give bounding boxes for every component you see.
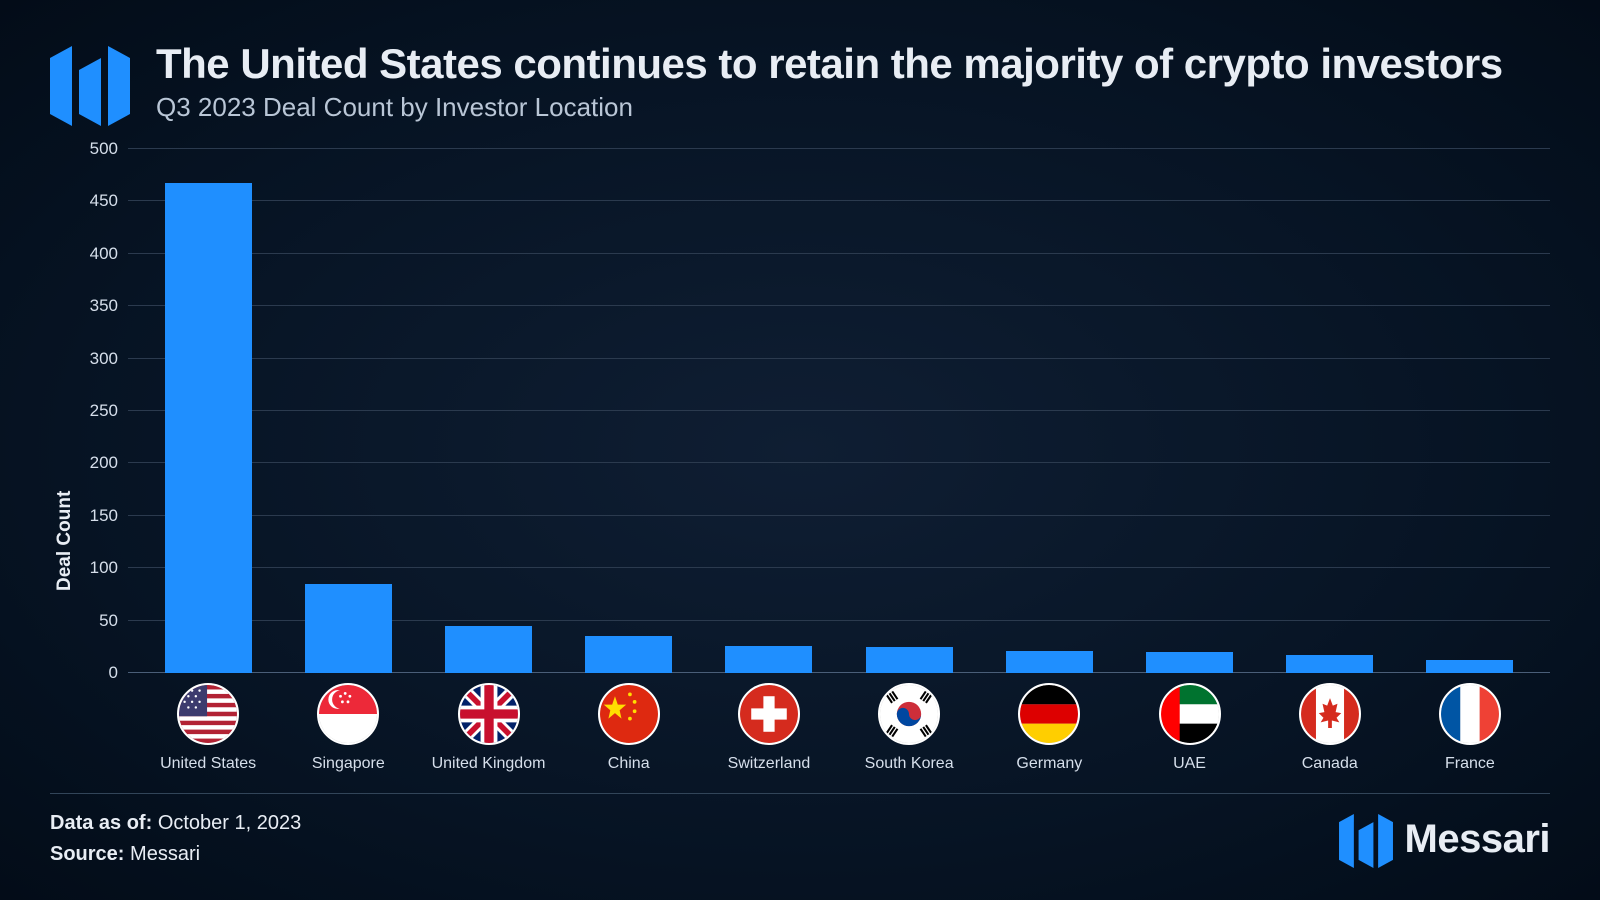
chart-plot-area: 050100150200250300350400450500 [128, 149, 1550, 673]
bar [1006, 651, 1093, 673]
y-tick-label: 0 [109, 663, 118, 683]
category-label: France [1445, 755, 1495, 773]
category-label: Switzerland [728, 755, 811, 773]
messari-logo-icon [1339, 810, 1393, 868]
category-label: Germany [1016, 755, 1082, 773]
x-category: China [559, 673, 699, 793]
y-tick-label: 150 [90, 506, 118, 526]
bar [1426, 660, 1513, 673]
category-label: South Korea [865, 755, 954, 773]
bar [725, 646, 812, 673]
category-label: Canada [1302, 755, 1358, 773]
category-label: Singapore [312, 755, 385, 773]
y-tick-label: 500 [90, 139, 118, 159]
bar [305, 584, 392, 673]
bar [1286, 655, 1373, 673]
y-tick-label: 200 [90, 453, 118, 473]
x-category: United States [138, 673, 278, 793]
flag-icon [878, 683, 940, 745]
x-category: South Korea [839, 673, 979, 793]
x-axis: United States Singapore United Kingdom Chin… [128, 673, 1550, 793]
y-axis-label: Deal Count [50, 149, 80, 793]
y-tick-label: 50 [99, 611, 118, 631]
y-tick-label: 250 [90, 401, 118, 421]
flag-icon [1439, 683, 1501, 745]
y-tick-label: 100 [90, 558, 118, 578]
x-category: UAE [1119, 673, 1259, 793]
y-tick-label: 450 [90, 191, 118, 211]
x-category: Germany [979, 673, 1119, 793]
chart-subtitle: Q3 2023 Deal Count by Investor Location [156, 92, 1550, 123]
header: The United States continues to retain th… [50, 40, 1550, 131]
source-value: Messari [130, 843, 200, 865]
y-tick-label: 350 [90, 296, 118, 316]
y-tick-label: 400 [90, 244, 118, 264]
category-label: China [608, 755, 650, 773]
x-category: France [1400, 673, 1540, 793]
data-as-of-value: October 1, 2023 [158, 812, 301, 834]
category-label: United States [160, 755, 256, 773]
x-category: Canada [1260, 673, 1400, 793]
category-label: UAE [1173, 755, 1206, 773]
category-label: United Kingdom [432, 755, 546, 773]
flag-icon [738, 683, 800, 745]
flag-icon [598, 683, 660, 745]
x-category: Switzerland [699, 673, 839, 793]
bar [585, 636, 672, 673]
brand-lockup: Messari [1339, 810, 1550, 868]
x-category: United Kingdom [418, 673, 558, 793]
source-label: Source: [50, 843, 124, 865]
flag-icon [458, 683, 520, 745]
bar [165, 183, 252, 673]
brand-name: Messari [1405, 817, 1550, 862]
y-tick-label: 300 [90, 349, 118, 369]
flag-icon [317, 683, 379, 745]
bar [866, 647, 953, 673]
flag-icon [177, 683, 239, 745]
chart-title: The United States continues to retain th… [156, 40, 1550, 88]
flag-icon [1159, 683, 1221, 745]
footer: Data as of: October 1, 2023 Source: Mess… [50, 793, 1550, 870]
flag-icon [1018, 683, 1080, 745]
x-category: Singapore [278, 673, 418, 793]
messari-logo-icon [50, 40, 130, 131]
bar [445, 626, 532, 673]
bar [1146, 652, 1233, 673]
data-as-of-label: Data as of: [50, 812, 152, 834]
flag-icon [1299, 683, 1361, 745]
